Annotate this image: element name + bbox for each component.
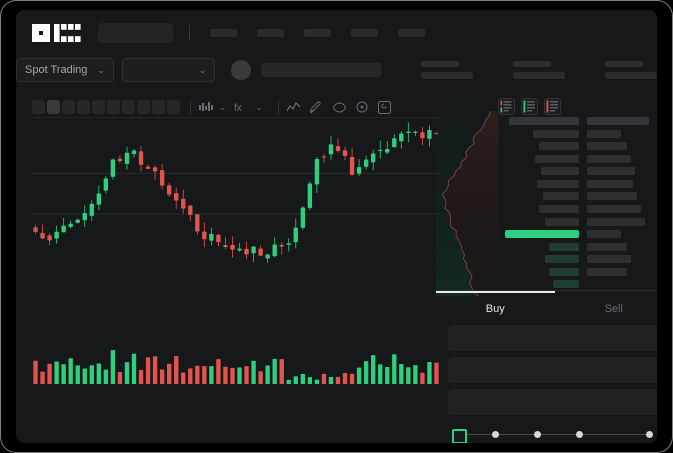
svg-text:fx: fx bbox=[234, 103, 242, 113]
